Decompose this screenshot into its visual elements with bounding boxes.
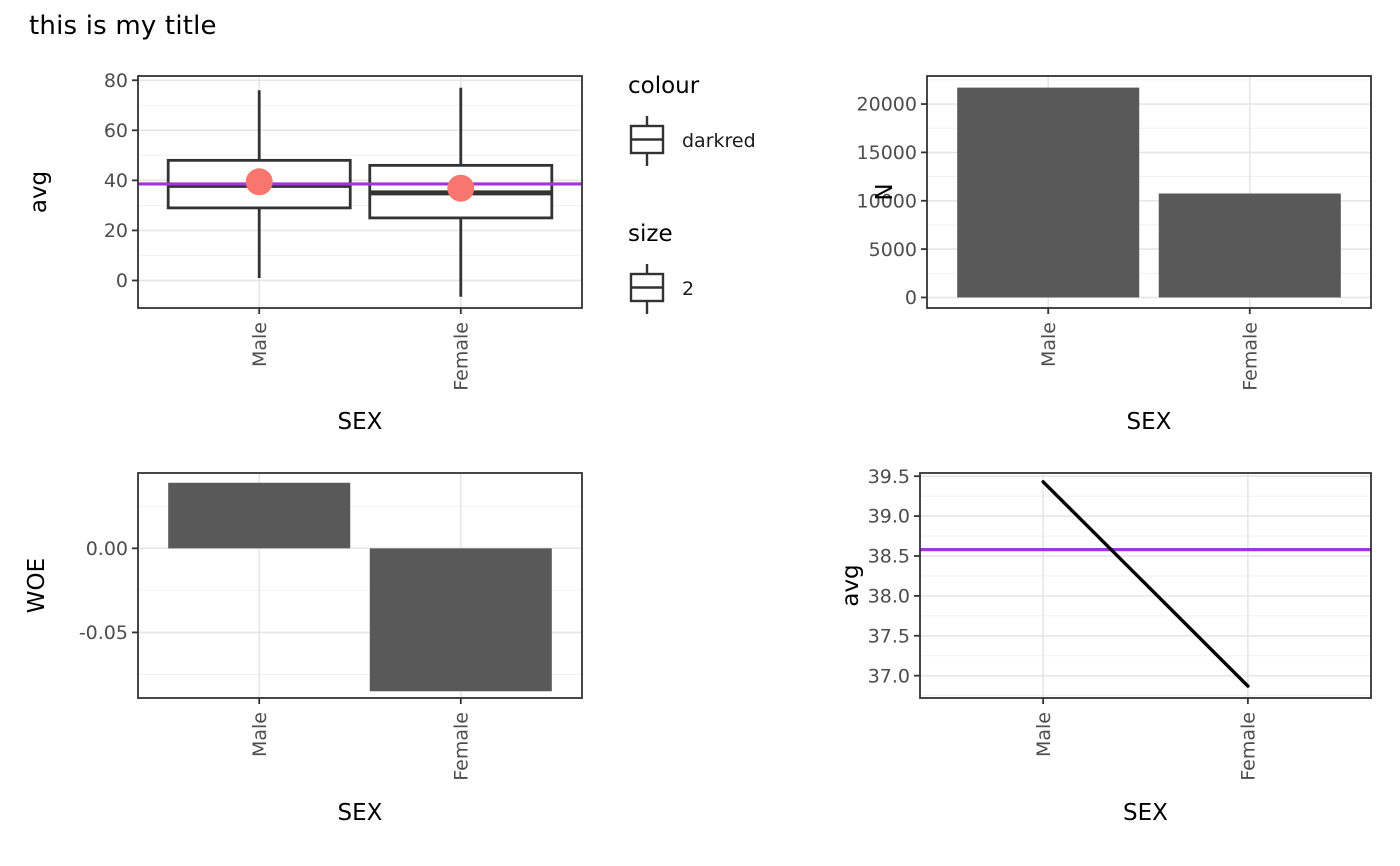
y-tick-label: 0 bbox=[116, 270, 128, 292]
y-tick-label: 20 bbox=[104, 220, 128, 242]
y-tick-label: 38.0 bbox=[868, 586, 910, 608]
mean-point-Female bbox=[447, 174, 475, 202]
panel-border bbox=[926, 75, 1372, 309]
boxplot-key-icon bbox=[629, 264, 665, 314]
x-tick-label: Male bbox=[1038, 322, 1060, 367]
legend-colour-title: colour bbox=[628, 73, 700, 99]
y-axis-title: N bbox=[872, 183, 898, 200]
x-tick-label: Male bbox=[1033, 712, 1055, 757]
y-axis-title: avg bbox=[838, 564, 864, 606]
y-tick-label: 20000 bbox=[857, 94, 917, 116]
boxplot-key-icon bbox=[629, 116, 665, 166]
bar-Male bbox=[957, 87, 1140, 298]
mean-point-Male bbox=[245, 168, 273, 196]
bar-Female bbox=[369, 548, 552, 692]
y-tick-label: 39.5 bbox=[868, 466, 910, 488]
x-tick-label: Female bbox=[450, 322, 472, 391]
panel-border bbox=[137, 472, 583, 699]
legend: colour darkred size 2 bbox=[628, 65, 808, 325]
x-axis-title: SEX bbox=[1127, 409, 1172, 435]
y-tick-label: 15000 bbox=[857, 142, 917, 164]
legend-size-title: size bbox=[628, 221, 673, 247]
bar_N-chart: 20000 15000 10000 5000 0 Male Female N SEX bbox=[857, 75, 1372, 435]
y-axis-title: WOE bbox=[24, 558, 50, 613]
x-axis-title: SEX bbox=[1123, 800, 1168, 826]
x-tick-label: Female bbox=[1239, 322, 1261, 391]
bar_WOE-chart: 0.00 -0.05 Male Female WOE SEX bbox=[24, 472, 583, 826]
legend-size-item: 2 bbox=[628, 263, 694, 315]
panel-border bbox=[137, 75, 583, 309]
y-tick-label: 80 bbox=[104, 70, 128, 92]
legend-colour-label: darkred bbox=[682, 130, 756, 152]
legend-colour-item: darkred bbox=[628, 115, 756, 167]
y-tick-label: 0.00 bbox=[86, 538, 128, 560]
y-tick-label: 10000 bbox=[857, 190, 917, 212]
trend-line bbox=[1041, 480, 1250, 688]
figure-title: this is my title bbox=[29, 11, 217, 41]
y-tick-label: 40 bbox=[104, 170, 128, 192]
y-tick-label: 5000 bbox=[869, 239, 917, 261]
bar-Male bbox=[168, 482, 351, 549]
bar-Female bbox=[1158, 193, 1341, 298]
boxplot_avg-chart: 80 60 40 20 0 Male Female avg SEX bbox=[26, 70, 583, 435]
x-tick-label: Female bbox=[1238, 712, 1260, 781]
panel-border bbox=[919, 472, 1372, 699]
y-tick-label: 37.5 bbox=[868, 625, 910, 647]
y-tick-label: 0 bbox=[905, 287, 917, 309]
x-axis-title: SEX bbox=[338, 409, 383, 435]
y-tick-label: 60 bbox=[104, 120, 128, 142]
x-tick-label: Male bbox=[249, 712, 271, 757]
y-tick-label: -0.05 bbox=[79, 622, 128, 644]
legend-size-label: 2 bbox=[682, 278, 695, 300]
y-tick-label: 38.5 bbox=[868, 546, 910, 568]
y-tick-label: 37.0 bbox=[868, 665, 910, 687]
x-tick-label: Female bbox=[450, 712, 472, 781]
y-tick-label: 39.0 bbox=[868, 506, 910, 528]
x-tick-label: Male bbox=[249, 322, 271, 367]
x-axis-title: SEX bbox=[338, 800, 383, 826]
line_avg-chart: 39.5 39.0 38.5 38.0 37.5 37.0 Male Female avg SEX bbox=[838, 466, 1372, 826]
y-axis-title: avg bbox=[26, 171, 52, 213]
